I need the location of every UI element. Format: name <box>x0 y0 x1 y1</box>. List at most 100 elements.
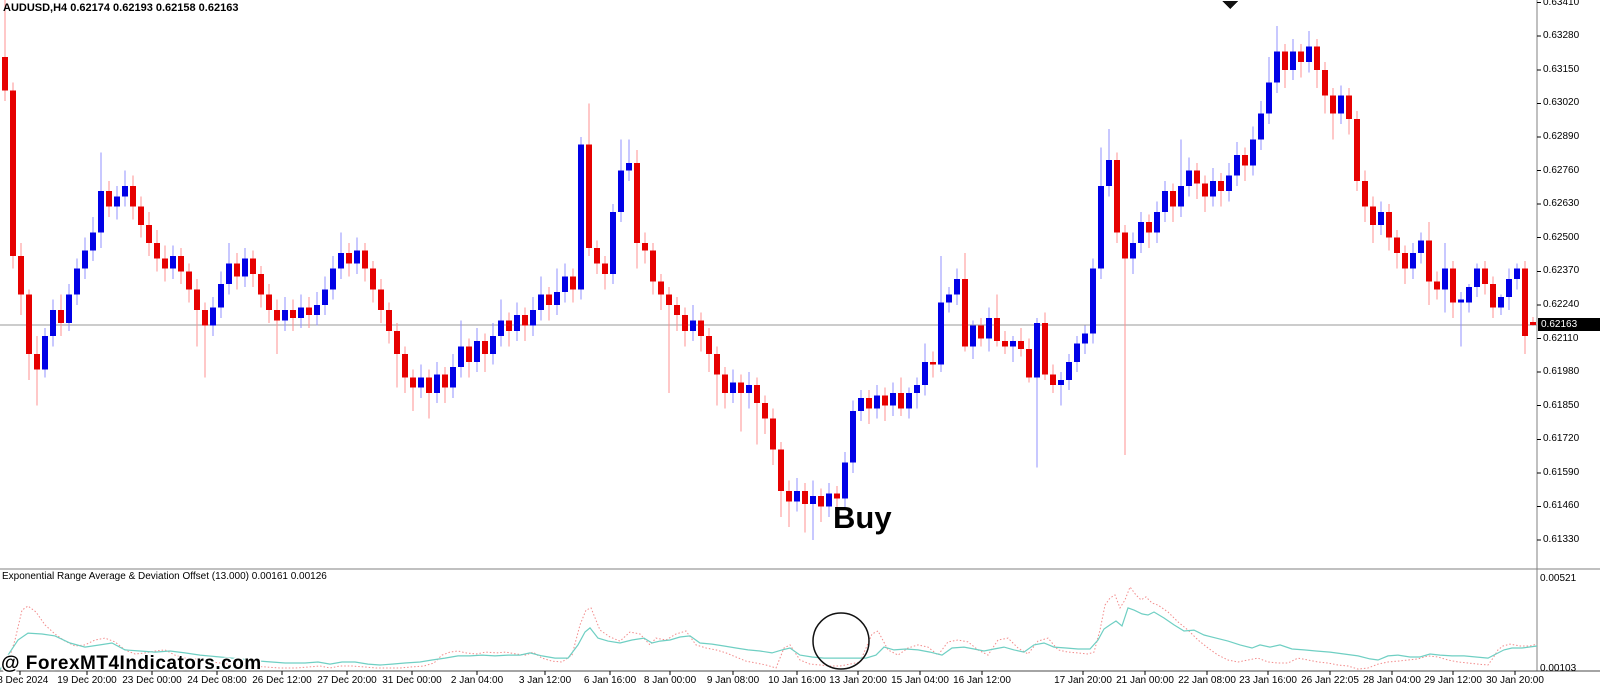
bear-candle <box>274 310 280 321</box>
bull-candle <box>314 304 320 316</box>
bull-candle <box>282 310 288 321</box>
bull-candle <box>114 196 120 207</box>
bull-candle <box>938 302 944 365</box>
bear-candle <box>34 354 40 370</box>
time-axis-label: 18 Dec 2024 <box>0 675 49 686</box>
bear-candle <box>770 418 776 450</box>
time-axis-label: 10 Jan 16:00 <box>768 675 826 686</box>
bear-candle <box>738 382 744 393</box>
bull-candle <box>1266 82 1272 114</box>
bull-candle <box>1274 51 1280 83</box>
price-axis-label: 0.63410 <box>1543 0 1580 8</box>
bull-candle <box>1474 268 1480 287</box>
bear-candle <box>586 144 592 249</box>
bull-candle <box>1226 175 1232 192</box>
bull-candle <box>914 385 920 393</box>
bear-candle <box>1242 155 1248 166</box>
bull-candle <box>74 268 80 295</box>
bull-candle <box>874 395 880 409</box>
bull-candle <box>746 385 752 393</box>
bear-candle <box>1354 118 1360 181</box>
bull-candle <box>842 462 848 499</box>
bear-candle <box>658 281 664 295</box>
bear-candle <box>754 385 760 404</box>
bear-candle <box>346 253 352 264</box>
bull-candle <box>1178 186 1184 207</box>
bear-candle <box>666 294 672 305</box>
bear-candle <box>1114 160 1120 233</box>
price-axis-label: 0.62240 <box>1543 298 1580 310</box>
bear-candle <box>1450 268 1456 303</box>
price-axis-label: 0.62760 <box>1543 164 1580 176</box>
bear-candle <box>1434 281 1440 290</box>
bull-candle <box>1106 160 1112 187</box>
bull-candle <box>954 279 960 295</box>
bear-candle <box>898 392 904 409</box>
bull-candle <box>338 253 344 269</box>
bear-candle <box>1394 237 1400 254</box>
bear-candle <box>1042 323 1048 375</box>
bull-candle <box>66 294 72 324</box>
bear-candle <box>306 307 312 316</box>
price-axis-label: 0.62110 <box>1543 332 1579 344</box>
bull-candle <box>1514 268 1520 280</box>
bull-candle <box>538 294 544 311</box>
bull-candle <box>210 307 216 326</box>
bear-candle <box>1362 180 1368 207</box>
bull-candle <box>1306 46 1312 63</box>
bear-candle <box>642 242 648 251</box>
bear-candle <box>1530 321 1536 325</box>
bear-candle <box>250 258 256 274</box>
bear-candle <box>2 56 8 91</box>
bull-candle <box>690 320 696 331</box>
time-axis-label: 2 Jan 04:00 <box>450 675 504 686</box>
buy-annotation-text: Buy <box>833 500 892 535</box>
bear-candle <box>194 289 200 311</box>
bear-candle <box>882 395 888 406</box>
bull-candle <box>946 294 952 303</box>
bear-candle <box>1298 51 1304 63</box>
bull-candle <box>242 258 248 277</box>
indicator-axis-label: 0.00103 <box>1540 663 1577 674</box>
bull-candle <box>554 291 560 305</box>
bear-candle <box>594 248 600 264</box>
bear-candle <box>762 403 768 419</box>
bull-candle <box>1258 113 1264 140</box>
bear-candle <box>1050 374 1056 386</box>
indicator-offset-line <box>0 585 1538 671</box>
bear-candle <box>1386 211 1392 238</box>
bear-candle <box>1146 222 1152 233</box>
bear-candle <box>994 317 1000 342</box>
bear-candle <box>1314 46 1320 70</box>
circle-annotation <box>812 612 870 670</box>
chart-symbol-ohlc: AUDUSD,H4 0.62174 0.62193 0.62158 0.6216… <box>3 2 239 14</box>
bull-candle <box>1186 170 1192 187</box>
bull-candle <box>1442 268 1448 290</box>
bull-candle <box>1410 253 1416 269</box>
time-axis-label: 21 Jan 00:00 <box>1116 675 1174 686</box>
bull-candle <box>626 162 632 171</box>
bear-candle <box>1330 95 1336 114</box>
bull-candle <box>1250 139 1256 166</box>
bear-candle <box>866 397 872 409</box>
time-axis-label: 15 Jan 04:00 <box>891 675 949 686</box>
time-axis-label: 26 Jan 22:05 <box>1301 675 1359 686</box>
time-axis-label: 29 Jan 12:00 <box>1424 675 1482 686</box>
bull-candle <box>1234 155 1240 176</box>
bull-candle <box>970 325 976 347</box>
bull-candle <box>354 250 360 264</box>
time-axis-label: 30 Jan 20:00 <box>1486 675 1544 686</box>
bull-candle <box>610 211 616 274</box>
bear-candle <box>698 320 704 336</box>
time-axis-label: 17 Jan 20:00 <box>1054 675 1112 686</box>
bear-candle <box>1426 240 1432 282</box>
current-price-box: 0.62163 <box>1538 318 1600 332</box>
bear-candle <box>978 325 984 339</box>
bear-candle <box>802 490 808 504</box>
bull-candle <box>1378 211 1384 225</box>
bull-candle <box>1082 333 1088 344</box>
bear-candle <box>506 320 512 331</box>
bear-candle <box>1018 341 1024 349</box>
